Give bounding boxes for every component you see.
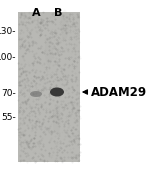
Ellipse shape	[45, 36, 53, 66]
Text: ADAM29: ADAM29	[91, 86, 147, 99]
Text: 70-: 70-	[1, 90, 16, 99]
Ellipse shape	[30, 91, 42, 97]
Text: 55-: 55-	[1, 114, 16, 123]
Text: 130-: 130-	[0, 28, 16, 37]
Text: A: A	[32, 8, 40, 18]
Text: B: B	[54, 8, 62, 18]
Bar	[18, 12, 80, 162]
Text: 100-: 100-	[0, 54, 16, 63]
Ellipse shape	[50, 88, 64, 96]
Ellipse shape	[61, 10, 69, 40]
Ellipse shape	[53, 104, 61, 134]
